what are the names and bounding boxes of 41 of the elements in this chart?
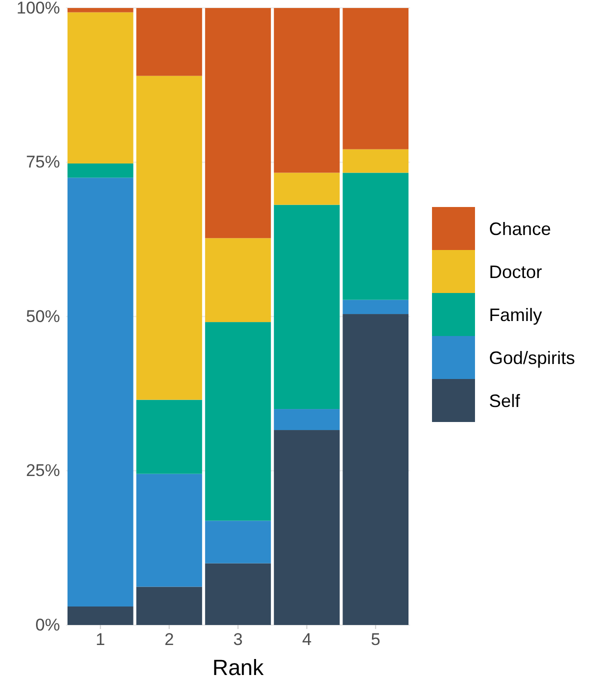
bar	[136, 586, 202, 625]
bar	[68, 163, 134, 178]
x-tick-label: 2	[164, 630, 174, 650]
x-tick-label: 1	[96, 630, 106, 650]
bar	[205, 563, 271, 625]
legend-label: Self	[489, 391, 522, 411]
bar	[274, 8, 340, 173]
bar	[68, 12, 134, 164]
bar	[342, 314, 408, 625]
bar	[205, 238, 271, 322]
legend-label: Doctor	[489, 262, 542, 282]
bar	[205, 322, 271, 521]
bar	[274, 430, 340, 625]
bar	[136, 474, 202, 587]
y-tick-label: 25%	[26, 461, 60, 480]
legend-label: God/spirits	[489, 348, 576, 368]
x-tick-label: 5	[370, 630, 380, 650]
bar	[274, 172, 340, 205]
bar	[68, 178, 134, 606]
bar	[136, 400, 202, 474]
bar	[342, 149, 408, 173]
bar	[68, 606, 134, 625]
bar	[205, 8, 271, 238]
legend-label: Family	[489, 305, 542, 325]
y-tick-label: 50%	[26, 306, 60, 326]
bar	[342, 8, 408, 150]
y-tick-label: 100%	[16, 0, 60, 18]
x-axis-title: Rank	[212, 655, 265, 680]
y-tick-label: 75%	[26, 152, 60, 172]
bar	[205, 520, 271, 564]
bar	[136, 76, 202, 400]
x-tick-label: 4	[302, 630, 312, 650]
y-tick-label: 0%	[35, 615, 60, 634]
legend-label: Chance	[489, 219, 552, 239]
bar	[274, 204, 340, 410]
bar	[342, 300, 408, 314]
bar	[342, 172, 408, 300]
bar	[274, 409, 340, 430]
bar	[136, 8, 202, 76]
x-tick-label: 3	[233, 630, 243, 650]
bar	[68, 8, 134, 12]
